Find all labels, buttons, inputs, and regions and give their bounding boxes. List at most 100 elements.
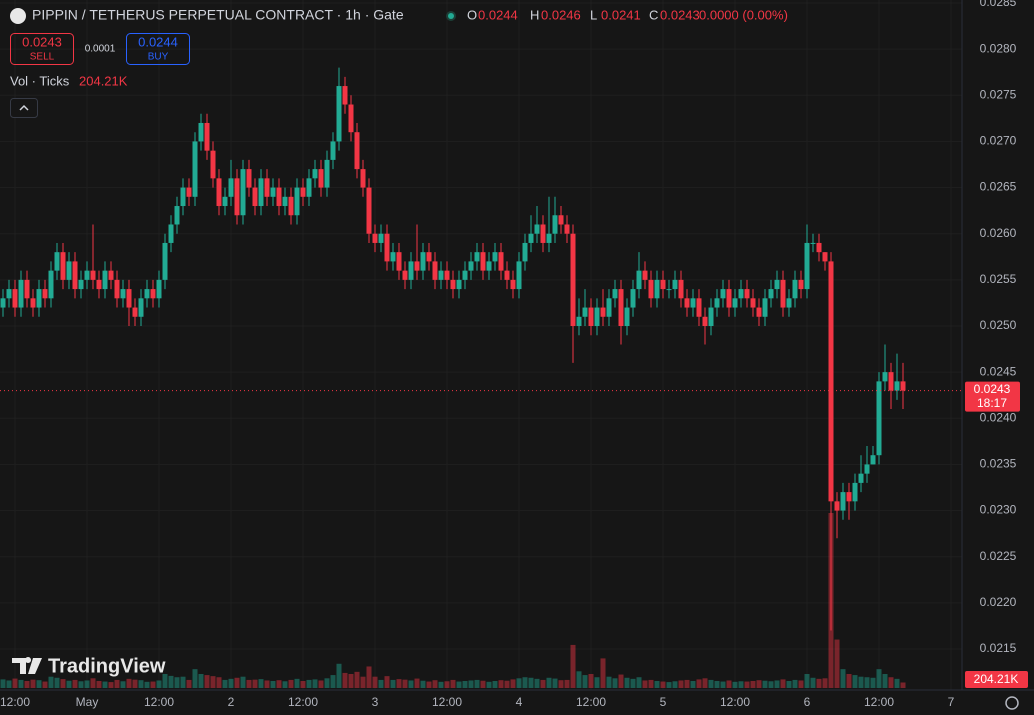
candle-body	[66, 261, 72, 280]
volume-bar	[438, 681, 444, 688]
sell-price: 0.0243	[22, 34, 62, 49]
volume-bar	[282, 681, 288, 688]
volume-bar	[450, 679, 456, 688]
candle-body	[246, 169, 252, 188]
y-tick-label: 0.0285	[980, 0, 1017, 9]
candle-body	[804, 242, 810, 290]
collapse-button[interactable]	[10, 98, 38, 118]
candle-body	[726, 289, 732, 308]
candle-body	[6, 289, 12, 299]
volume-bar	[456, 681, 462, 688]
volume-bar	[420, 680, 426, 688]
candle-body	[324, 159, 330, 188]
candle-body	[738, 289, 744, 299]
volume-bar	[612, 678, 618, 688]
candle-body	[42, 289, 48, 299]
candle-body	[876, 381, 882, 456]
countdown: 18:17	[977, 396, 1007, 410]
candle-body	[504, 270, 510, 280]
y-tick-label: 0.0260	[980, 226, 1017, 240]
candle-body	[672, 279, 678, 290]
spread: 0.0001	[85, 44, 116, 55]
volume-bar	[552, 678, 558, 688]
candle-body	[318, 169, 324, 188]
change: 0.0000 (0.00%)	[699, 7, 788, 22]
volume-bar	[360, 676, 366, 688]
volume-bar	[318, 680, 324, 688]
candle-body	[12, 289, 18, 308]
y-tick-label: 0.0280	[980, 41, 1017, 55]
y-tick-label: 0.0270	[980, 134, 1017, 148]
candle-body	[870, 455, 876, 465]
volume-bar	[6, 680, 12, 688]
settings-icon[interactable]	[1005, 696, 1019, 710]
ohlc-value: 0.0244	[478, 7, 518, 22]
volume-bar	[594, 677, 600, 688]
last-volume-label: 204.21K	[974, 672, 1019, 686]
volume-bar	[228, 678, 234, 688]
volume-bar	[312, 679, 318, 688]
volume-bar	[720, 681, 726, 688]
candle-body	[228, 178, 234, 197]
candle-body	[816, 242, 822, 253]
candle-body	[384, 233, 390, 262]
volume-bar	[18, 679, 24, 688]
volume-bar	[390, 679, 396, 688]
volume-legend-value: 204.21K	[79, 73, 128, 88]
x-tick-label: 12:00	[576, 695, 606, 709]
candle-body	[534, 224, 540, 234]
volume-bar	[762, 680, 768, 688]
volume-bar	[36, 680, 42, 688]
volume-bar	[324, 678, 330, 688]
candle-body	[828, 261, 834, 502]
volume-bar	[870, 677, 876, 688]
last-volume-box	[965, 671, 1028, 688]
candle-body	[294, 187, 300, 216]
volume-bar	[690, 681, 696, 688]
volume-bar	[84, 680, 90, 688]
buy-button[interactable]	[126, 33, 190, 65]
candle-body	[60, 252, 66, 280]
candle-body	[720, 289, 726, 299]
candle-body	[570, 233, 576, 326]
candle-body	[210, 150, 216, 179]
candle-body	[648, 279, 654, 299]
volume-bar	[462, 681, 468, 688]
volume-bar	[534, 678, 540, 688]
volume-bar	[258, 679, 264, 688]
y-tick-label: 0.0225	[980, 549, 1017, 563]
candle-body	[582, 307, 588, 317]
candle-body	[888, 372, 894, 391]
candle-body	[840, 492, 846, 511]
volume-bar	[24, 681, 30, 688]
volume-bar	[624, 677, 630, 688]
candle-body	[240, 169, 246, 216]
candle-body	[300, 187, 306, 197]
x-tick-label: 12:00	[864, 695, 894, 709]
volume-bar	[606, 676, 612, 688]
volume-bar	[426, 681, 432, 688]
volume-bar	[894, 678, 900, 688]
volume-bar	[816, 678, 822, 688]
volume-bar	[540, 679, 546, 688]
candle-body	[444, 270, 450, 280]
volume-bar	[732, 681, 738, 688]
candle-body	[192, 141, 198, 197]
volume-bar	[300, 681, 306, 688]
x-tick-label: 3	[372, 695, 379, 709]
volume-bar	[150, 681, 156, 688]
ohlc-legend: O 0.0244 H 0.0246 L 0.0241 C 0.0243	[467, 7, 700, 22]
volume-bar	[714, 681, 720, 688]
y-tick-label: 0.0250	[980, 318, 1017, 332]
volume-bar	[498, 680, 504, 688]
candle-body	[366, 187, 372, 234]
candle-body	[450, 279, 456, 290]
sell-button[interactable]	[10, 33, 74, 65]
buy-label: BUY	[148, 52, 169, 63]
x-tick-label: 12:00	[144, 695, 174, 709]
candle-body	[594, 307, 600, 326]
candle-body	[732, 298, 738, 308]
volume-bar	[648, 679, 654, 688]
candle-body	[204, 122, 210, 151]
